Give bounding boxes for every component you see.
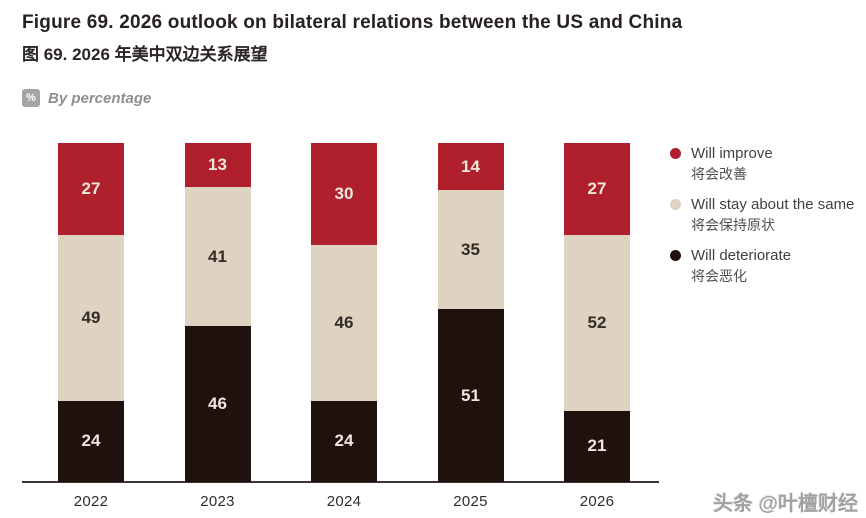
legend-item-will-deteriorate: Will deteriorate 将会恶化 [670, 246, 854, 286]
x-axis-label-2026: 2026 [579, 493, 615, 510]
segment-2026-will-improve: 27 [564, 143, 630, 235]
watermark: 头条 @叶檀财经 [712, 493, 858, 515]
bar-2022: 27 49 24 [58, 143, 124, 482]
legend-item-will-improve: Will improve 将会改善 [670, 144, 854, 184]
figure-title-zh: 图 69. 2026 年美中双边关系展望 [22, 45, 268, 64]
segment-value-label: 24 [81, 431, 101, 451]
segment-value-label: 21 [587, 436, 607, 456]
segment-2023-will-stay-about-the-same: 41 [184, 187, 251, 327]
segment-2024-will-stay-about-the-same: 46 [311, 244, 377, 401]
legend-dot-icon [670, 148, 681, 159]
bar-2026: 27 52 21 [564, 143, 630, 482]
x-axis-line [22, 481, 659, 483]
segment-value-label: 35 [461, 239, 480, 259]
legend-label-en: Will improve [691, 145, 773, 162]
segment-2025-will-deteriorate: 51 [437, 309, 504, 482]
segment-2022-will-improve: 27 [58, 143, 124, 235]
unit-label: By percentage [48, 89, 152, 107]
segment-2025-will-stay-about-the-same: 35 [437, 190, 504, 310]
segment-2023-will-deteriorate: 46 [184, 326, 251, 482]
segment-value-label: 13 [208, 155, 227, 175]
x-axis-label-2022: 2022 [73, 493, 109, 510]
segment-2024-will-deteriorate: 24 [311, 400, 377, 482]
segment-value-label: 27 [81, 178, 101, 198]
legend-label-en: Will stay about the same [691, 196, 855, 213]
segment-value-label: 14 [461, 156, 480, 176]
figure-title-en: Figure 69. 2026 outlook on bilateral rel… [22, 12, 683, 33]
x-axis-label-2023: 2023 [200, 493, 235, 510]
segment-value-label: 46 [334, 312, 354, 332]
segment-value-label: 46 [208, 394, 227, 414]
x-axis-label-2025: 2025 [453, 493, 488, 510]
segment-value-label: 24 [334, 431, 354, 451]
legend-label-zh: 将会保持原状 [691, 217, 775, 233]
segment-2024-will-improve: 30 [311, 143, 377, 245]
legend-dot-icon [670, 199, 681, 210]
bar-2024: 30 46 24 [311, 143, 377, 482]
segment-value-label: 41 [208, 246, 227, 266]
segment-value-label: 51 [461, 385, 480, 405]
segment-value-label: 52 [587, 312, 607, 332]
segment-2023-will-improve: 13 [184, 143, 251, 188]
segment-value-label: 49 [81, 307, 101, 327]
segment-value-label: 30 [334, 183, 354, 203]
percent-badge-icon: % [22, 89, 40, 107]
legend-item-will-stay-about-the-same: Will stay about the same 将会保持原状 [670, 195, 854, 235]
segment-2022-will-stay-about-the-same: 49 [58, 234, 124, 401]
bar-2023: 13 41 46 [184, 143, 251, 482]
segment-2026-will-deteriorate: 21 [564, 410, 630, 482]
unit-row: % By percentage [22, 89, 151, 107]
segment-2022-will-deteriorate: 24 [58, 400, 124, 482]
legend-label-zh: 将会改善 [691, 166, 747, 182]
x-axis-label-2024: 2024 [326, 493, 362, 510]
segment-value-label: 27 [587, 178, 607, 198]
legend: Will improve 将会改善 Will stay about the same… [670, 144, 854, 297]
legend-dot-icon [670, 250, 681, 261]
segment-2025-will-improve: 14 [437, 143, 504, 191]
legend-label-en: Will deteriorate [691, 247, 792, 264]
segment-2026-will-stay-about-the-same: 52 [564, 234, 630, 411]
legend-label-zh: 将会恶化 [691, 268, 747, 284]
bar-2025: 14 35 51 [437, 143, 504, 482]
